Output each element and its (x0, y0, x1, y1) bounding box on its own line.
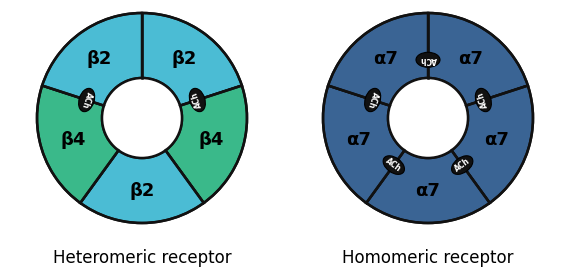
Text: Heteromeric receptor: Heteromeric receptor (53, 249, 231, 267)
Ellipse shape (383, 156, 404, 174)
Text: β2: β2 (129, 182, 155, 199)
Wedge shape (37, 86, 119, 203)
Circle shape (388, 78, 468, 158)
Wedge shape (42, 13, 142, 106)
Wedge shape (81, 150, 204, 223)
Ellipse shape (190, 88, 206, 112)
Text: ACh: ACh (366, 91, 380, 109)
Ellipse shape (452, 156, 473, 174)
Text: α7: α7 (458, 50, 483, 68)
Wedge shape (323, 86, 404, 203)
Wedge shape (452, 86, 533, 203)
Ellipse shape (416, 52, 440, 67)
Wedge shape (328, 13, 428, 106)
Text: β4: β4 (61, 131, 86, 149)
Text: β2: β2 (172, 50, 198, 68)
Text: ACh: ACh (384, 157, 403, 174)
Text: ACh: ACh (191, 91, 204, 109)
Circle shape (102, 78, 182, 158)
Ellipse shape (79, 88, 95, 112)
Text: β2: β2 (87, 50, 112, 68)
Ellipse shape (365, 88, 381, 112)
Text: α7: α7 (416, 182, 440, 199)
Text: α7: α7 (373, 50, 398, 68)
Text: Homomeric receptor: Homomeric receptor (342, 249, 514, 267)
Text: β4: β4 (198, 131, 224, 149)
Text: ACh: ACh (420, 55, 436, 64)
Ellipse shape (475, 88, 492, 112)
Text: ACh: ACh (476, 91, 490, 109)
Text: α7: α7 (485, 131, 509, 149)
Text: α7: α7 (347, 131, 372, 149)
Wedge shape (366, 150, 490, 223)
Text: ACh: ACh (453, 157, 472, 174)
Wedge shape (428, 13, 528, 106)
Wedge shape (142, 13, 242, 106)
Text: ACh: ACh (80, 91, 94, 109)
Wedge shape (166, 86, 247, 203)
